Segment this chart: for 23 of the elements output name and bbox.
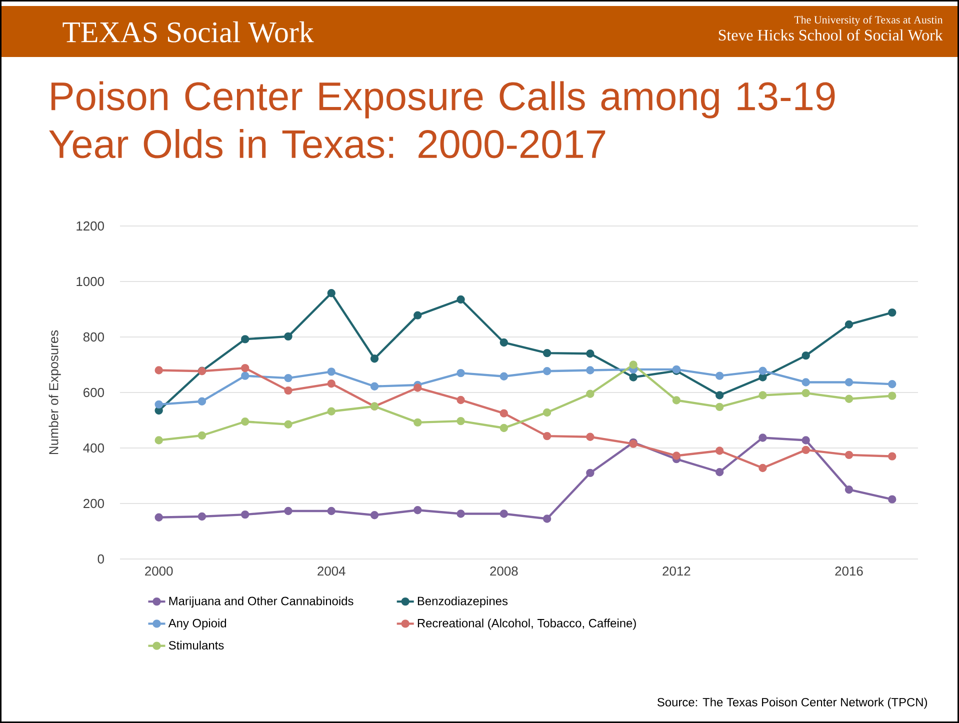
y-tick-label: 1000 [76, 276, 104, 286]
text: The University of Texas at Austin [794, 16, 943, 26]
legend-label: Benzodiazepines [418, 596, 508, 608]
legend-label: Any Opioid [168, 618, 226, 630]
x-tick-label: 2016 [835, 566, 863, 576]
y-tick-label: 200 [84, 498, 104, 508]
source-note: Source: The Texas Poison Center Network (TPCN) [657, 698, 928, 709]
x-tick-label: 2000 [145, 566, 173, 576]
legend-label: Marijuana and Other Cannabinoids [169, 596, 354, 608]
y-tick-label: 400 [83, 443, 104, 453]
legend-label: Stimulants [168, 640, 224, 650]
y-axis-title: Number of Exposures [48, 330, 61, 454]
legend-label: Recreational (Alcohol, Tobacco, Caffeine) [418, 618, 636, 630]
y-tick-label: 800 [83, 332, 104, 342]
text: Steve Hicks School of Social Work [718, 29, 943, 41]
x-tick-label: 2004 [318, 566, 346, 576]
y-tick-label: 0 [98, 554, 104, 564]
text: TEXAS Social Work [62, 21, 314, 43]
x-tick-label: 2012 [662, 566, 690, 576]
y-tick-label: 1200 [76, 221, 104, 231]
y-tick-label: 600 [84, 388, 104, 398]
chart-title: Poison Center Exposure Calls among 13-19 Year Olds in Texas: 2000-2017 [49, 81, 835, 158]
x-tick-label: 2008 [490, 566, 518, 576]
